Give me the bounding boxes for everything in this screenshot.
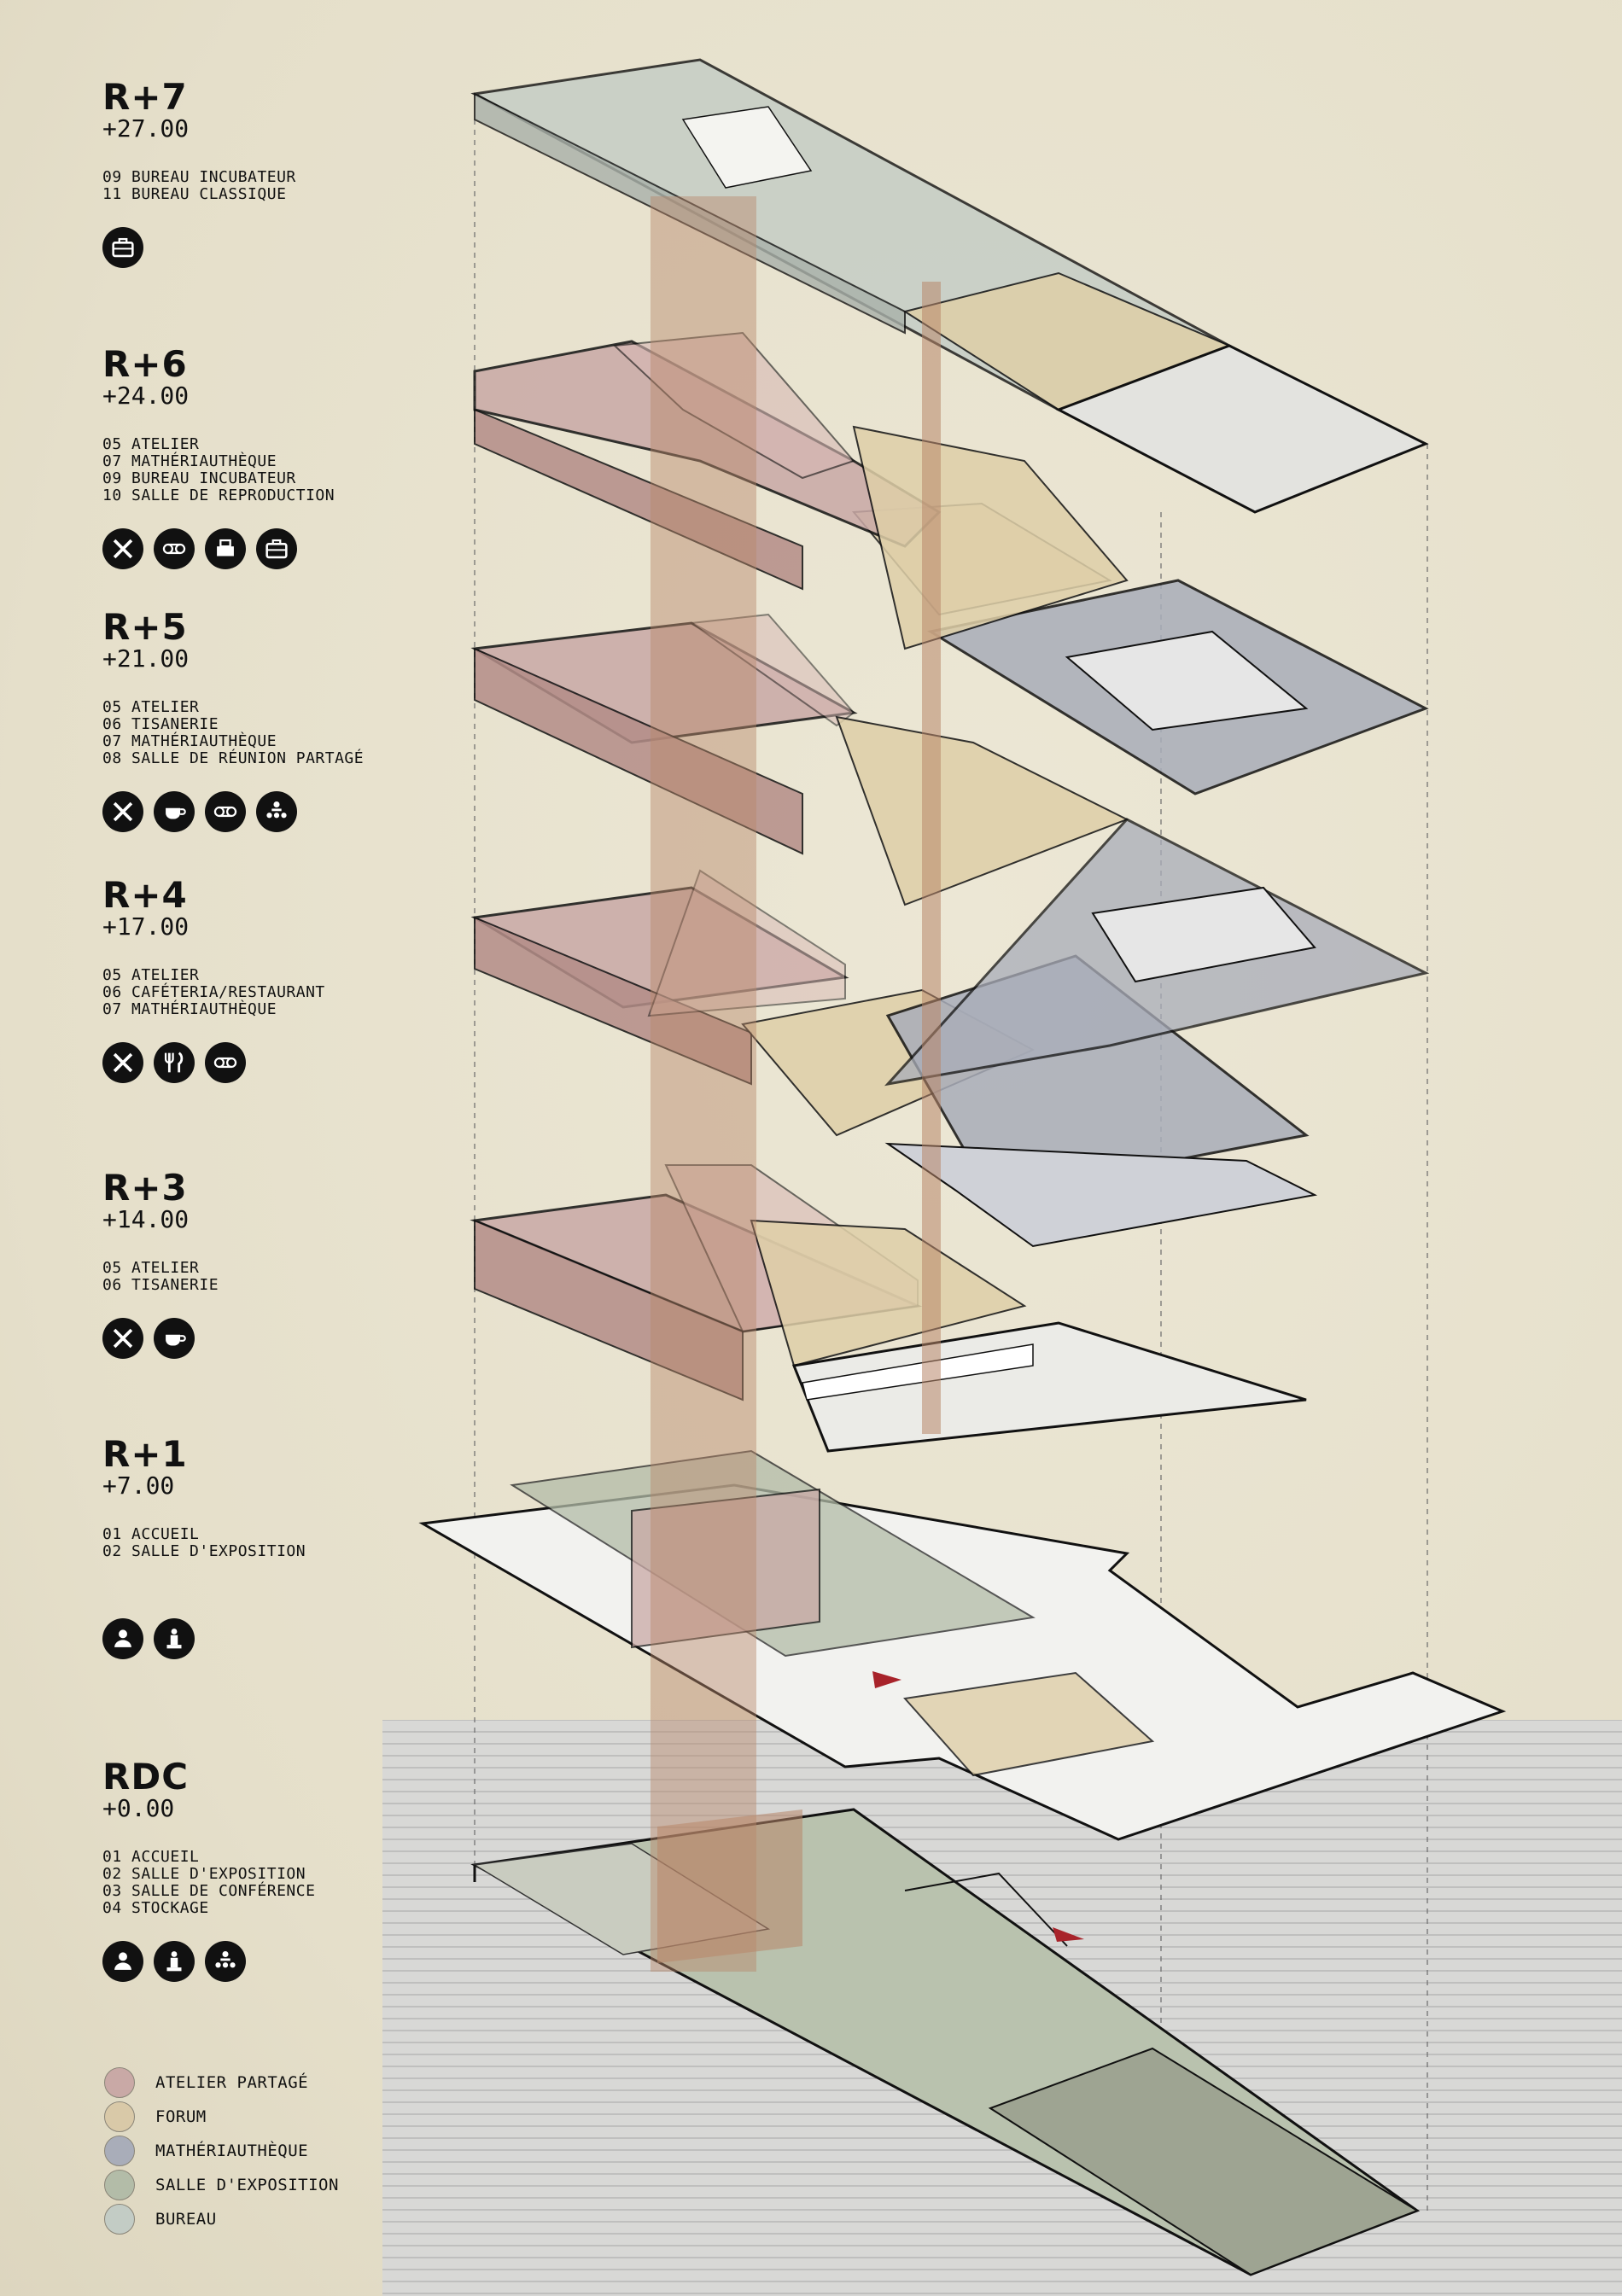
exhibit-icon <box>154 1941 195 1982</box>
materials-icon <box>205 791 246 832</box>
room-item: 05 ATELIER <box>102 1259 200 1277</box>
program-icons <box>102 791 364 832</box>
program-icons <box>102 1318 219 1359</box>
room-item: 05 ATELIER <box>102 966 200 984</box>
room-item: 01 ACCUEIL <box>102 1848 200 1866</box>
level-elevation: +21.00 <box>102 644 190 673</box>
level-name: R+5 <box>102 606 188 648</box>
level-r7: R+7 +27.00 09 BUREAU INCUBATEUR 11 BUREA… <box>102 79 296 268</box>
room-list: 05 ATELIER 06 CAFÉTERIA/RESTAURANT 07 MA… <box>102 967 325 1018</box>
level-elevation: +24.00 <box>102 382 190 410</box>
room-item: 06 TISANERIE <box>102 715 219 733</box>
briefcase-icon <box>256 528 297 569</box>
program-icons <box>102 528 335 569</box>
room-item: 07 MATHÉRIAUTHÈQUE <box>102 1000 277 1018</box>
program-icons <box>102 1618 306 1659</box>
level-r6: R+6 +24.00 05 ATELIER 07 MATHÉRIAUTHÈQUE… <box>102 346 335 569</box>
legend-label: BUREAU <box>155 2210 217 2229</box>
materials-icon <box>205 1042 246 1083</box>
level-rdc: RDC +0.00 01 ACCUEIL 02 SALLE D'EXPOSITI… <box>102 1758 315 1982</box>
tools-icon <box>102 791 143 832</box>
room-item: 06 TISANERIE <box>102 1276 219 1294</box>
level-elevation: +27.00 <box>102 114 190 143</box>
legend-item: ATELIER PARTAGÉ <box>104 2066 339 2100</box>
floor-rdc <box>470 1808 1421 2276</box>
level-r5: R+5 +21.00 05 ATELIER 06 TISANERIE 07 MA… <box>102 609 364 832</box>
level-name: R+1 <box>102 1433 188 1475</box>
room-list: 01 ACCUEIL 02 SALLE D'EXPOSITION <box>102 1526 306 1560</box>
printer-icon <box>205 528 246 569</box>
level-name: R+7 <box>102 76 188 118</box>
room-item: 09 BUREAU INCUBATEUR <box>102 168 296 186</box>
meeting-icon <box>256 791 297 832</box>
legend-swatch <box>104 2067 135 2098</box>
room-item: 11 BUREAU CLASSIQUE <box>102 185 287 203</box>
room-list: 05 ATELIER 06 TISANERIE <box>102 1260 219 1294</box>
reception-icon <box>102 1941 143 1982</box>
legend-swatch <box>104 2204 135 2235</box>
color-legend: ATELIER PARTAGÉ FORUM MATHÉRIAUTHÈQUE SA… <box>104 2066 339 2236</box>
level-r3: R+3 +14.00 05 ATELIER 06 TISANERIE <box>102 1169 219 1359</box>
briefcase-icon <box>102 227 143 268</box>
legend-label: ATELIER PARTAGÉ <box>155 2073 309 2092</box>
level-elevation: +17.00 <box>102 912 190 941</box>
room-item: 04 STOCKAGE <box>102 1899 209 1917</box>
cup-icon <box>154 791 195 832</box>
room-item: 08 SALLE DE RÉUNION PARTAGÉ <box>102 749 365 767</box>
entrance-marker-rdc <box>1053 1927 1084 1942</box>
tools-icon <box>102 1042 143 1083</box>
floor-r4 <box>470 818 1430 1248</box>
floor-r1 <box>418 1449 1507 1841</box>
reception-icon <box>102 1618 143 1659</box>
room-list: 05 ATELIER 06 TISANERIE 07 MATHÉRIAUTHÈQ… <box>102 699 364 767</box>
level-elevation: +7.00 <box>102 1471 175 1500</box>
level-r1: R+1 +7.00 01 ACCUEIL 02 SALLE D'EXPOSITI… <box>102 1436 306 1659</box>
exhibit-icon <box>154 1618 195 1659</box>
level-name: R+6 <box>102 343 188 385</box>
legend-label: MATHÉRIAUTHÈQUE <box>155 2142 309 2160</box>
room-item: 01 ACCUEIL <box>102 1525 200 1543</box>
room-item: 07 MATHÉRIAUTHÈQUE <box>102 732 277 750</box>
meeting-icon <box>205 1941 246 1982</box>
tools-icon <box>102 1318 143 1359</box>
tools-icon <box>102 528 143 569</box>
room-item: 05 ATELIER <box>102 435 200 453</box>
room-list: 05 ATELIER 07 MATHÉRIAUTHÈQUE 09 BUREAU … <box>102 436 335 504</box>
circulation-shafts <box>651 196 941 1972</box>
cup-icon <box>154 1318 195 1359</box>
cutlery-icon <box>154 1042 195 1083</box>
room-item: 07 MATHÉRIAUTHÈQUE <box>102 452 277 470</box>
program-icons <box>102 1042 325 1083</box>
program-icons <box>102 227 296 268</box>
level-name: R+4 <box>102 874 188 916</box>
legend-item: BUREAU <box>104 2202 339 2236</box>
room-item: 09 BUREAU INCUBATEUR <box>102 469 296 487</box>
legend-item: FORUM <box>104 2100 339 2134</box>
materials-icon <box>154 528 195 569</box>
level-r4: R+4 +17.00 05 ATELIER 06 CAFÉTERIA/RESTA… <box>102 877 325 1083</box>
legend-swatch <box>104 2170 135 2200</box>
room-item: 10 SALLE DE REPRODUCTION <box>102 487 335 504</box>
room-list: 09 BUREAU INCUBATEUR 11 BUREAU CLASSIQUE <box>102 169 296 203</box>
level-name: RDC <box>102 1756 190 1798</box>
room-item: 05 ATELIER <box>102 698 200 716</box>
room-item: 03 SALLE DE CONFÉRENCE <box>102 1882 316 1900</box>
legend-swatch <box>104 2101 135 2132</box>
legend-label: SALLE D'EXPOSITION <box>155 2176 339 2194</box>
room-item: 06 CAFÉTERIA/RESTAURANT <box>102 983 325 1001</box>
legend-label: FORUM <box>155 2107 207 2126</box>
room-item: 02 SALLE D'EXPOSITION <box>102 1542 306 1560</box>
legend-item: SALLE D'EXPOSITION <box>104 2168 339 2202</box>
legend-item: MATHÉRIAUTHÈQUE <box>104 2134 339 2168</box>
floor-r7 <box>470 58 1429 514</box>
entrance-marker-r1 <box>872 1671 901 1688</box>
level-name: R+3 <box>102 1167 188 1209</box>
program-icons <box>102 1941 315 1982</box>
room-list: 01 ACCUEIL 02 SALLE D'EXPOSITION 03 SALL… <box>102 1849 315 1917</box>
room-item: 02 SALLE D'EXPOSITION <box>102 1865 306 1883</box>
legend-swatch <box>104 2136 135 2166</box>
level-elevation: +14.00 <box>102 1205 190 1233</box>
level-elevation: +0.00 <box>102 1794 175 1822</box>
